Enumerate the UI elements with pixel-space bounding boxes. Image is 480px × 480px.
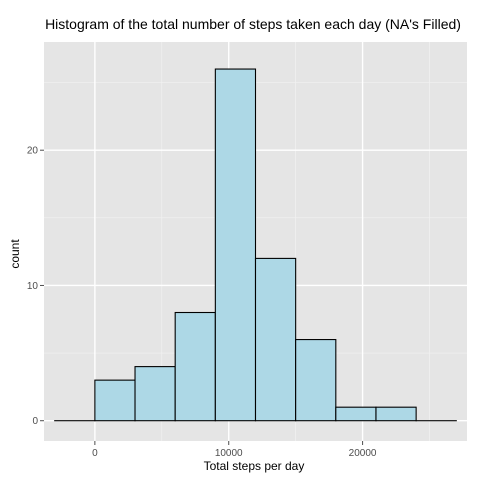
histogram-bar: [215, 69, 255, 421]
histogram-bar: [175, 313, 215, 421]
x-tick-label: 10000: [215, 448, 243, 459]
histogram-bar: [296, 340, 336, 421]
y-tick-label: 20: [27, 146, 39, 157]
y-tick-label: 10: [27, 281, 39, 292]
histogram-bar: [135, 367, 175, 421]
histogram-bar: [376, 407, 416, 421]
histogram-bar: [336, 407, 376, 421]
x-tick-label: 20000: [349, 448, 377, 459]
histogram-bar: [256, 258, 296, 420]
x-axis-title: Total steps per day: [204, 459, 305, 473]
x-tick-label: 0: [92, 448, 98, 459]
y-tick-label: 0: [32, 416, 38, 427]
chart-title: Histogram of the total number of steps t…: [45, 16, 461, 32]
y-axis-title: count: [8, 239, 22, 269]
histogram-bar: [95, 380, 135, 421]
